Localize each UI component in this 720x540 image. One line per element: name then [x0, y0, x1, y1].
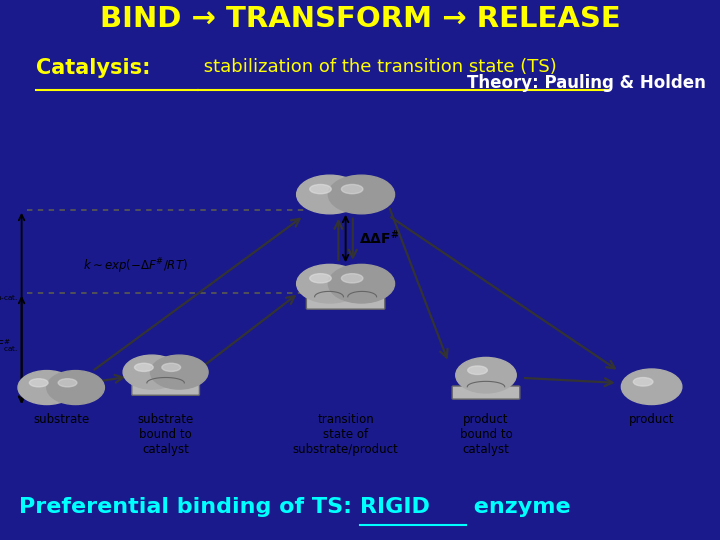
Text: transition
state of
substrate/product: transition state of substrate/product: [293, 413, 398, 456]
Text: Theory: Pauling & Holden: Theory: Pauling & Holden: [467, 74, 706, 92]
Ellipse shape: [123, 355, 181, 389]
Ellipse shape: [58, 379, 77, 387]
Ellipse shape: [328, 265, 395, 303]
Text: enzyme: enzyme: [466, 496, 570, 517]
Text: substrate: substrate: [33, 413, 89, 426]
Ellipse shape: [310, 185, 331, 194]
Ellipse shape: [310, 274, 331, 283]
Ellipse shape: [621, 369, 682, 404]
Text: $\mathregular{\Delta F^{\#}_{non\text{-}cat.}}$: $\mathregular{\Delta F^{\#}_{non\text{-}…: [0, 287, 18, 303]
Ellipse shape: [297, 265, 363, 303]
Ellipse shape: [162, 363, 181, 372]
Text: $k \sim exp(-\Delta F^{\#}/RT)$: $k \sim exp(-\Delta F^{\#}/RT)$: [83, 256, 188, 276]
Text: substrate
bound to
catalyst: substrate bound to catalyst: [138, 413, 194, 456]
Ellipse shape: [341, 274, 363, 283]
Ellipse shape: [47, 370, 104, 404]
Text: product: product: [629, 413, 675, 426]
FancyBboxPatch shape: [132, 382, 199, 395]
Ellipse shape: [150, 355, 208, 389]
Text: RIGID: RIGID: [360, 496, 430, 517]
FancyBboxPatch shape: [452, 386, 520, 399]
Ellipse shape: [341, 185, 363, 194]
Ellipse shape: [328, 175, 395, 214]
Text: Catalysis:: Catalysis:: [36, 58, 150, 78]
Ellipse shape: [297, 175, 363, 214]
Text: product
bound to
catalyst: product bound to catalyst: [459, 413, 513, 456]
Text: $\mathregular{\Delta\Delta F^{\#}}$: $\mathregular{\Delta\Delta F^{\#}}$: [359, 228, 399, 247]
Ellipse shape: [456, 357, 516, 393]
Text: Preferential binding of TS:: Preferential binding of TS:: [19, 496, 360, 517]
Text: stabilization of the transition state (TS): stabilization of the transition state (T…: [198, 58, 557, 76]
Text: BIND → TRANSFORM → RELEASE: BIND → TRANSFORM → RELEASE: [99, 5, 621, 33]
Ellipse shape: [468, 366, 487, 374]
Ellipse shape: [634, 377, 653, 386]
Ellipse shape: [18, 370, 76, 404]
Ellipse shape: [135, 363, 153, 372]
FancyBboxPatch shape: [307, 296, 384, 309]
Ellipse shape: [30, 379, 48, 387]
Text: $\mathregular{\Delta F^{\#}_{cat.}}$: $\mathregular{\Delta F^{\#}_{cat.}}$: [0, 338, 18, 354]
